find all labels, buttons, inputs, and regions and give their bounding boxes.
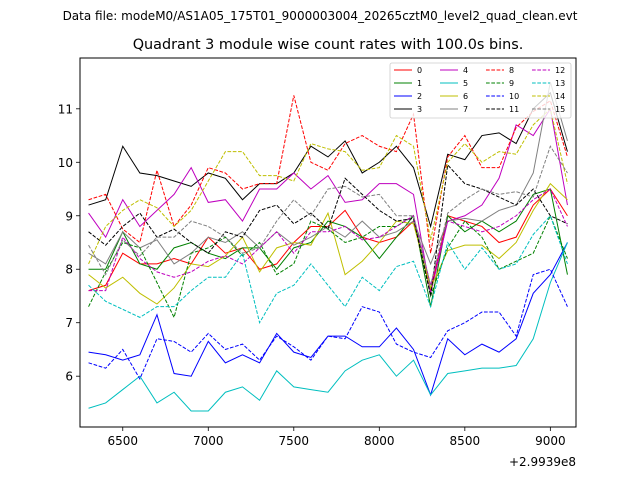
- x-tick-label: 6500: [107, 434, 138, 448]
- series-line-5: [88, 242, 568, 412]
- legend-label-1: 1: [417, 79, 422, 88]
- series-line-4: [88, 107, 568, 294]
- legend-label-6: 6: [463, 92, 468, 101]
- series-line-2: [88, 242, 568, 397]
- legend-label-13: 13: [555, 79, 565, 88]
- series-line-8: [88, 95, 568, 254]
- axes-ticks: 6500 7000 7500 8000 8500 9000 6 7 8 9 10 11: [58, 102, 566, 448]
- series-lines: [88, 81, 568, 412]
- legend-label-14: 14: [555, 92, 565, 101]
- legend-label-11: 11: [509, 105, 519, 114]
- y-tick-label: 9: [65, 209, 73, 223]
- series-line-10: [88, 268, 568, 380]
- legend-label-7: 7: [463, 105, 468, 114]
- series-line-15: [88, 145, 568, 286]
- series-line-3: [88, 91, 568, 229]
- x-tick-label: 8500: [450, 434, 481, 448]
- y-tick-label: 10: [58, 156, 73, 170]
- series-line-9: [88, 214, 568, 319]
- axes-frame: [79, 57, 577, 428]
- legend-label-2: 2: [417, 92, 422, 101]
- legend-label-12: 12: [555, 66, 565, 75]
- series-line-14: [88, 107, 568, 265]
- x-tick-label: 9000: [535, 434, 566, 448]
- chart-suptitle: Data file: modeM0/AS1A05_175T01_90000030…: [63, 9, 578, 23]
- x-tick-label: 7000: [193, 434, 224, 448]
- series-line-7: [88, 81, 568, 266]
- series-line-12: [88, 188, 568, 292]
- series-line-13: [88, 214, 568, 325]
- legend-box: [389, 62, 572, 119]
- x-tick-label: 7500: [279, 434, 310, 448]
- y-tick-label: 7: [65, 316, 73, 330]
- x-offset-label: +2.9939e8: [509, 455, 576, 469]
- chart-title: Quadrant 3 module wise count rates with …: [133, 37, 524, 53]
- y-tick-label: 8: [65, 263, 73, 277]
- x-tick-label: 8000: [364, 434, 395, 448]
- series-line-6: [88, 182, 568, 305]
- plot-area: [88, 81, 568, 412]
- legend-label-9: 9: [509, 79, 514, 88]
- y-tick-label: 11: [58, 102, 73, 116]
- legend-label-8: 8: [509, 66, 514, 75]
- legend-label-15: 15: [555, 105, 565, 114]
- legend-label-4: 4: [463, 66, 468, 75]
- legend-label-10: 10: [509, 92, 519, 101]
- legend-label-5: 5: [463, 79, 468, 88]
- legend-label-0: 0: [417, 66, 422, 75]
- legend-label-3: 3: [417, 105, 422, 114]
- y-tick-label: 6: [65, 370, 73, 384]
- series-line-11: [88, 163, 568, 297]
- series-line-1: [88, 188, 568, 307]
